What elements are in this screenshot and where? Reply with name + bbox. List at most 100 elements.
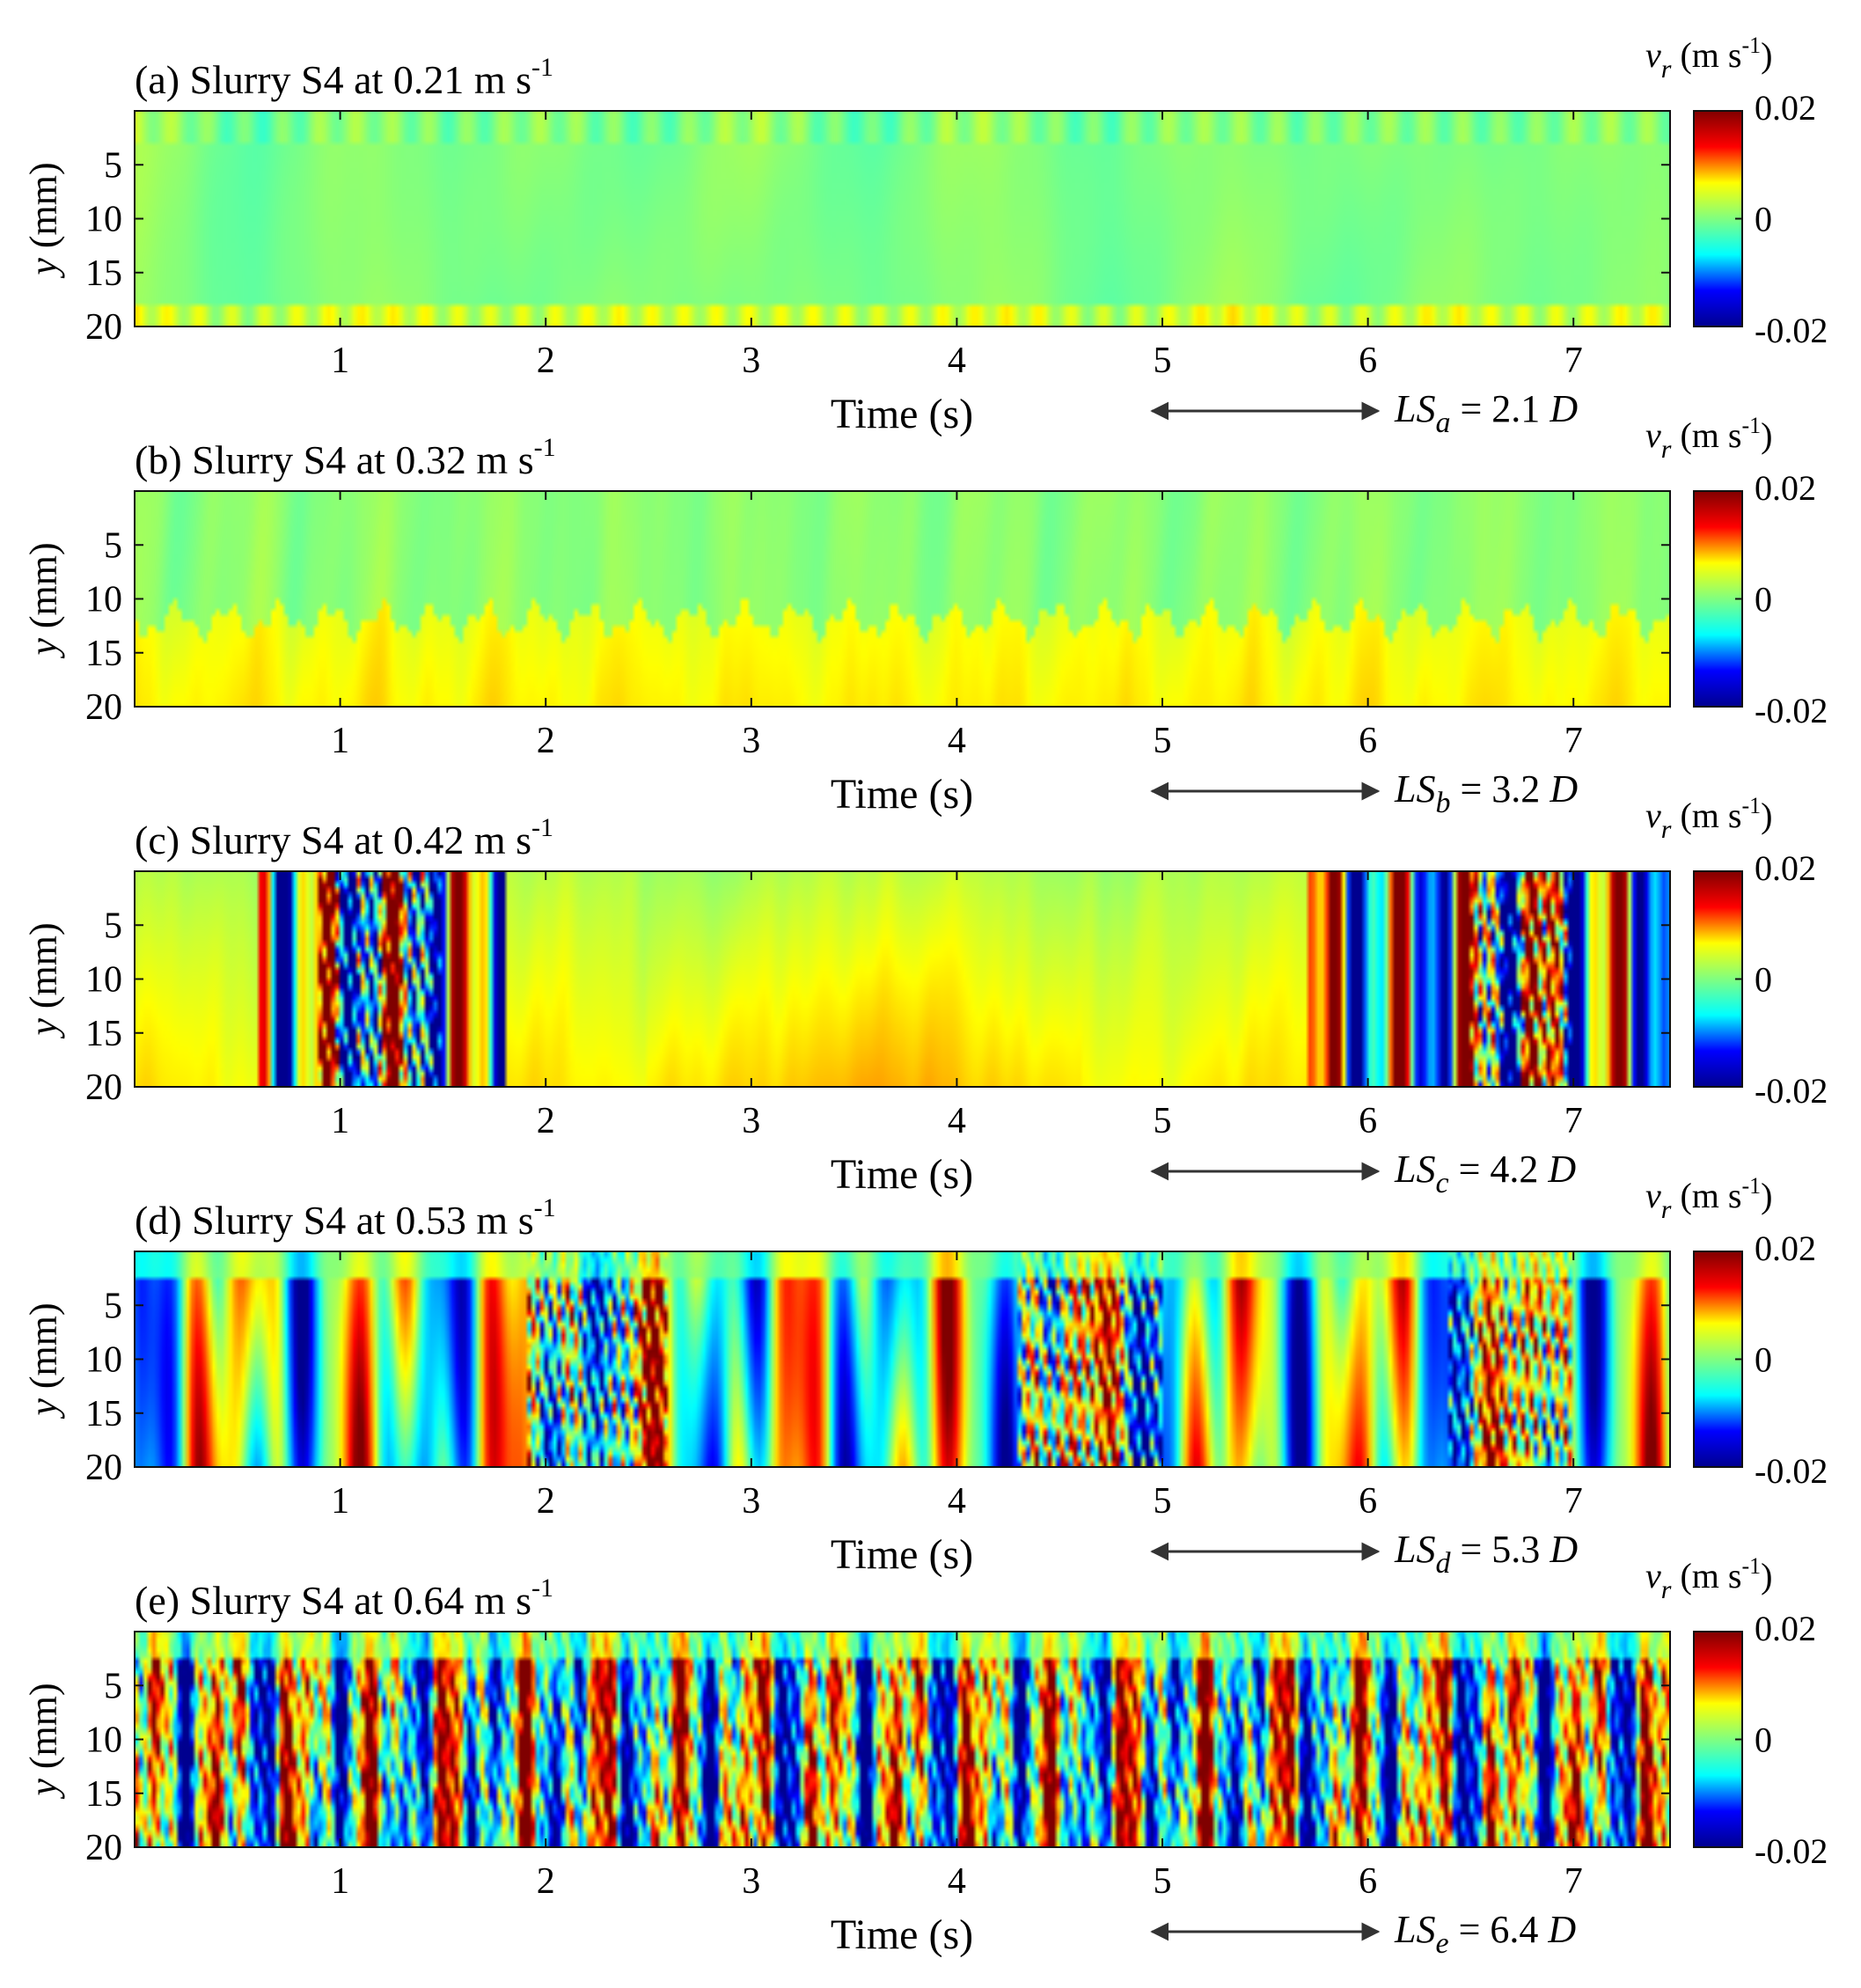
y-tick-label-c-10: 10 — [85, 960, 122, 1001]
colorbar-a: 0.02 0 -0.02 vr (m s-1) — [1645, 33, 1828, 350]
x-tick-label-b-1: 1 — [331, 721, 349, 761]
y-tick-label-d-15: 15 — [85, 1394, 122, 1434]
x-tick-label-b-4: 4 — [948, 721, 966, 761]
x-axis-label-c: Time (s) — [831, 1151, 973, 1198]
y-tick-label-b-10: 10 — [85, 580, 122, 620]
x-tick-label-a-5: 5 — [1154, 341, 1172, 381]
heatmap-d — [135, 1251, 1670, 1467]
y-tick-label-b-20: 20 — [85, 687, 122, 728]
colorbar-tick-label-b-1: 0 — [1755, 580, 1772, 620]
y-tick-label-a-5: 5 — [104, 145, 122, 186]
y-tick-label-c-5: 5 — [104, 906, 122, 946]
x-tick-label-e-5: 5 — [1154, 1861, 1172, 1902]
y-tick-label-a-10: 10 — [85, 200, 122, 240]
panel-c: 1 2 3 4 5 6 7 5 10 15 20 y (mm) (c) Slurry S4 at 0.4… — [22, 793, 1828, 1199]
panel-title-b: (b) Slurry S4 at 0.32 m s-1 — [135, 433, 556, 482]
colorbar-tick-label-c-0: 0.02 — [1755, 848, 1816, 888]
x-tick-label-b-5: 5 — [1154, 721, 1172, 761]
x-tick-label-b-2: 2 — [537, 721, 555, 761]
y-tick-label-b-5: 5 — [104, 525, 122, 566]
x-tick-label-a-2: 2 — [537, 341, 555, 381]
x-tick-label-c-3: 3 — [742, 1101, 760, 1141]
colorbar-gradient-a — [1693, 110, 1743, 327]
x-tick-label-b-3: 3 — [742, 721, 760, 761]
x-tick-label-d-7: 7 — [1564, 1481, 1583, 1522]
x-tick-label-c-6: 6 — [1359, 1101, 1377, 1141]
y-tick-label-e-15: 15 — [85, 1774, 122, 1815]
y-tick-label-c-15: 15 — [85, 1014, 122, 1054]
y-axis-label-a: y (mm) — [22, 162, 65, 278]
colorbar-tick-label-b-0: 0.02 — [1755, 468, 1816, 508]
x-axis-label-e: Time (s) — [831, 1911, 973, 1958]
x-tick-label-c-1: 1 — [331, 1101, 349, 1141]
y-axis-label-c: y (mm) — [22, 922, 65, 1038]
colorbar-b: 0.02 0 -0.02 vr (m s-1) — [1645, 413, 1828, 730]
panel-d: 1 2 3 4 5 6 7 5 10 15 20 y (mm) (d) Slurry S4 at 0.5… — [22, 1173, 1828, 1580]
x-tick-label-e-7: 7 — [1564, 1861, 1583, 1902]
y-tick-label-d-5: 5 — [104, 1286, 122, 1326]
x-tick-label-c-4: 4 — [948, 1101, 966, 1141]
length-scale-label-a: LSa = 2.1 D — [1394, 387, 1578, 439]
colorbar-title-c: vr (m s-1) — [1645, 793, 1772, 844]
y-tick-label-e-20: 20 — [85, 1828, 122, 1868]
colorbar-title-d: vr (m s-1) — [1645, 1173, 1772, 1224]
x-tick-label-d-1: 1 — [331, 1481, 349, 1522]
colorbar-title-b: vr (m s-1) — [1645, 413, 1772, 464]
colorbar-gradient-d — [1693, 1251, 1743, 1468]
heatmap-c — [135, 871, 1670, 1087]
x-tick-label-d-6: 6 — [1359, 1481, 1377, 1522]
colorbar-tick-label-e-1: 0 — [1755, 1720, 1772, 1760]
y-tick-label-d-10: 10 — [85, 1340, 122, 1381]
x-tick-label-a-1: 1 — [331, 341, 349, 381]
x-tick-label-e-6: 6 — [1359, 1861, 1377, 1902]
colorbar-tick-label-c-2: -0.02 — [1755, 1071, 1828, 1111]
x-tick-label-d-3: 3 — [742, 1481, 760, 1522]
colorbar-gradient-c — [1693, 870, 1743, 1088]
y-tick-label-d-20: 20 — [85, 1448, 122, 1488]
colorbar-tick-label-b-2: -0.02 — [1755, 691, 1828, 730]
y-tick-label-b-15: 15 — [85, 634, 122, 674]
x-tick-label-d-4: 4 — [948, 1481, 966, 1522]
y-axis-label-b: y (mm) — [22, 542, 65, 658]
x-axis-label-d: Time (s) — [831, 1531, 973, 1578]
panel-e: 1 2 3 4 5 6 7 5 10 15 20 y (mm) (e) Slurry S4 at 0.6… — [22, 1553, 1828, 1960]
panel-title-c: (c) Slurry S4 at 0.42 m s-1 — [135, 813, 553, 862]
y-axis-label-d: y (mm) — [22, 1302, 65, 1419]
x-tick-label-a-3: 3 — [742, 341, 760, 381]
panel-title-e: (e) Slurry S4 at 0.64 m s-1 — [135, 1574, 553, 1623]
x-tick-label-c-7: 7 — [1564, 1101, 1583, 1141]
x-tick-label-c-2: 2 — [537, 1101, 555, 1141]
heatmap-a — [135, 111, 1670, 326]
x-tick-label-c-5: 5 — [1154, 1101, 1172, 1141]
heatmap-e — [135, 1632, 1670, 1847]
x-tick-label-e-2: 2 — [537, 1861, 555, 1902]
colorbar-title-e: vr (m s-1) — [1645, 1553, 1772, 1604]
panel-title-a: (a) Slurry S4 at 0.21 m s-1 — [135, 53, 553, 102]
colorbar-tick-label-a-0: 0.02 — [1755, 88, 1816, 128]
x-tick-label-d-2: 2 — [537, 1481, 555, 1522]
colorbar-title-a: vr (m s-1) — [1645, 33, 1772, 84]
panel-title-d: (d) Slurry S4 at 0.53 m s-1 — [135, 1193, 556, 1243]
x-tick-label-d-5: 5 — [1154, 1481, 1172, 1522]
y-tick-label-e-5: 5 — [104, 1666, 122, 1706]
x-tick-label-b-7: 7 — [1564, 721, 1583, 761]
x-tick-label-e-3: 3 — [742, 1861, 760, 1902]
x-axis-label-b: Time (s) — [831, 771, 973, 818]
colorbar-d: 0.02 0 -0.02 vr (m s-1) — [1645, 1173, 1828, 1491]
colorbar-tick-label-d-2: -0.02 — [1755, 1451, 1828, 1491]
x-tick-label-a-7: 7 — [1564, 341, 1583, 381]
x-axis-label-a: Time (s) — [831, 391, 973, 437]
colorbar-gradient-e — [1693, 1631, 1743, 1848]
colorbar-tick-label-c-1: 0 — [1755, 960, 1772, 1000]
y-tick-label-e-10: 10 — [85, 1720, 122, 1761]
colorbar-tick-label-e-0: 0.02 — [1755, 1609, 1816, 1648]
length-scale-label-c: LSc = 4.2 D — [1394, 1148, 1576, 1199]
x-tick-label-e-4: 4 — [948, 1861, 966, 1902]
heatmap-b — [135, 491, 1670, 707]
colorbar-tick-label-d-1: 0 — [1755, 1340, 1772, 1380]
y-tick-label-c-20: 20 — [85, 1067, 122, 1108]
length-scale-label-b: LSb = 3.2 D — [1394, 767, 1578, 819]
colorbar-e: 0.02 0 -0.02 vr (m s-1) — [1645, 1553, 1828, 1871]
x-tick-label-a-6: 6 — [1359, 341, 1377, 381]
